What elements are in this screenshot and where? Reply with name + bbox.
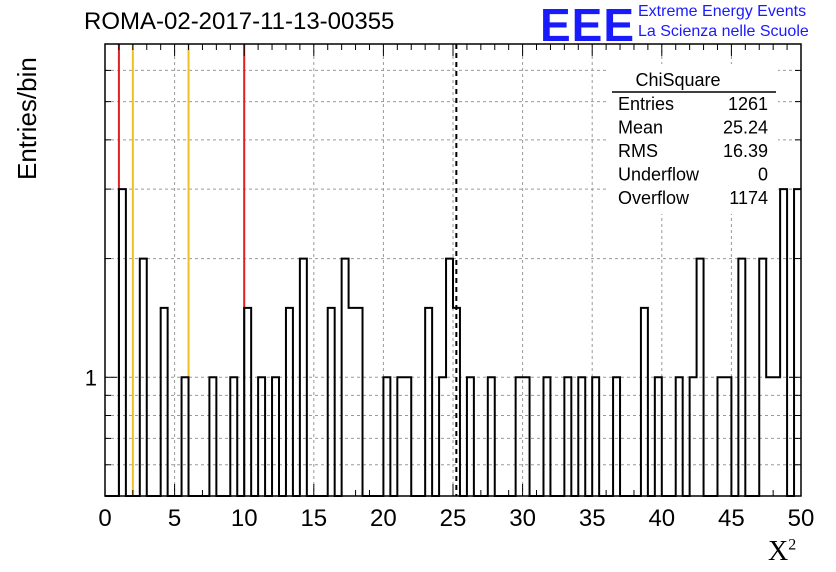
- stats-row-value: 25.24: [723, 118, 768, 138]
- x-axis-label-sup: 2: [788, 536, 797, 554]
- logo-subtitle-1: Extreme Energy Events: [638, 3, 807, 20]
- chart-title: ROMA-02-2017-11-13-00355: [84, 8, 395, 35]
- histogram-bin: [794, 189, 801, 496]
- stats-box: [608, 64, 778, 214]
- stats-title: ChiSquare: [635, 70, 720, 90]
- histogram-bin: [780, 189, 787, 496]
- histogram-bin: [349, 308, 356, 496]
- stats-row-label: Underflow: [618, 165, 700, 185]
- x-tick-label: 15: [300, 505, 327, 532]
- histogram-bin: [244, 308, 251, 496]
- stats-row-label: Overflow: [618, 188, 690, 208]
- stats-row-value: 16.39: [723, 141, 768, 161]
- x-axis-label: X2: [768, 536, 796, 568]
- stats-row-label: Entries: [618, 94, 674, 114]
- histogram-bin: [286, 308, 293, 496]
- y-tick-label: 1: [85, 365, 97, 390]
- x-tick-label: 20: [370, 505, 397, 532]
- histogram-bin: [425, 308, 432, 496]
- x-tick-label: 40: [648, 505, 675, 532]
- histogram-bin: [328, 308, 335, 496]
- eee-logo: EEE: [540, 0, 636, 51]
- logo-subtitle-2: La Scienza nelle Scuole: [638, 23, 809, 40]
- histogram-bin: [356, 308, 363, 496]
- stats-row-value: 0: [758, 165, 768, 185]
- histogram-bin: [641, 308, 648, 496]
- stats-row-value: 1174: [729, 188, 768, 208]
- stats-row-label: RMS: [618, 141, 658, 161]
- x-tick-label: 50: [788, 505, 815, 532]
- histogram-bin: [161, 308, 168, 496]
- x-tick-label: 0: [98, 505, 111, 532]
- x-axis-label-main: X: [768, 536, 789, 567]
- x-tick-label: 25: [440, 505, 467, 532]
- x-tick-label: 35: [579, 505, 606, 532]
- x-tick-label: 45: [718, 505, 745, 532]
- x-tick-label: 5: [168, 505, 181, 532]
- histogram-series: [105, 188, 801, 497]
- stats-row-value: 1261: [728, 94, 768, 114]
- stats-row-label: Mean: [618, 118, 663, 138]
- x-tick-label: 30: [509, 505, 536, 532]
- x-tick-label: 10: [231, 505, 258, 532]
- histogram-bin: [119, 189, 126, 496]
